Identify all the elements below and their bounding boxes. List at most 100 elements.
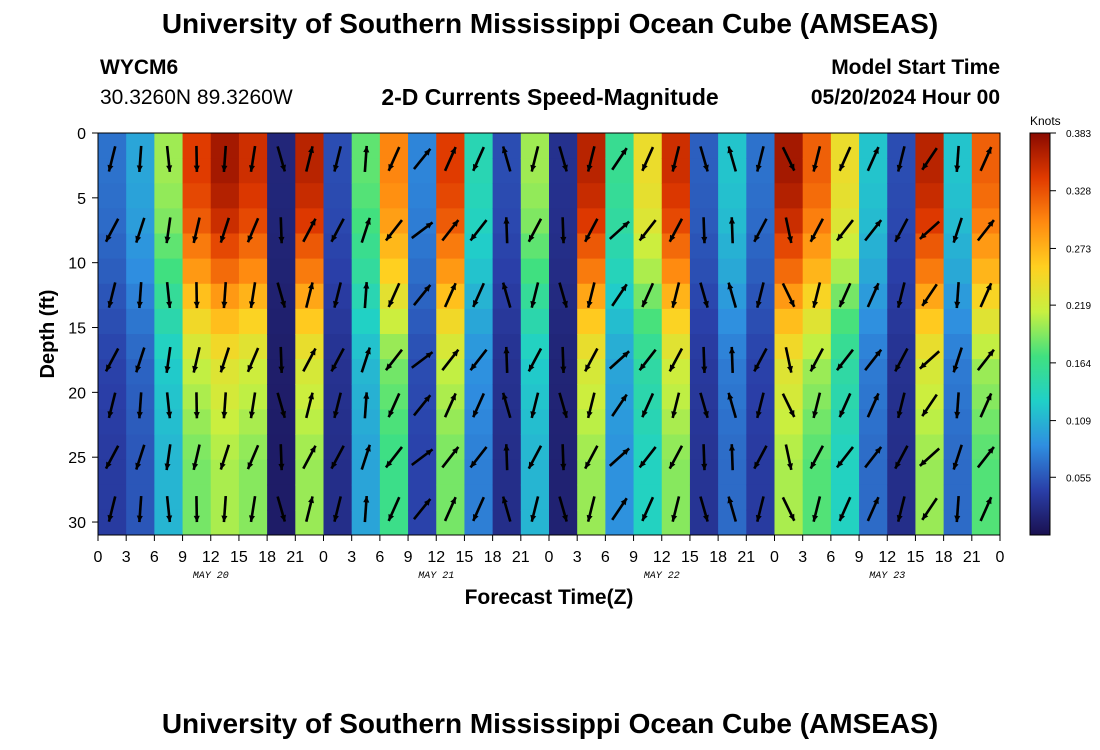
current-vector-arrow	[363, 496, 370, 523]
current-vector-arrow	[503, 346, 510, 373]
heatmap-cell	[887, 308, 916, 335]
heatmap-cell	[830, 183, 860, 209]
current-vector-arrow	[469, 348, 488, 371]
heatmap-cell	[661, 459, 691, 486]
current-vector-arrow	[302, 218, 317, 243]
current-vector-arrow	[219, 444, 231, 470]
x-tick-label: 18	[935, 549, 953, 566]
heatmap-cell	[633, 359, 663, 385]
heatmap-cell	[971, 133, 1001, 159]
current-vector-arrow	[165, 392, 173, 419]
current-vector-arrow	[104, 218, 120, 243]
heatmap-cell	[971, 233, 1001, 260]
current-vector-arrow	[671, 392, 681, 419]
x-tick-label: 12	[427, 549, 445, 566]
heatmap-cell	[408, 158, 437, 184]
heatmap-cell	[98, 233, 127, 260]
heatmap-cell	[351, 233, 381, 260]
x-axis: 0 3 6 9 12 15 18 21 0 3 6 9 12 15 18 21 0 3 6 9 12 15 18 21 0 3 6 9…	[94, 535, 1005, 582]
heatmap-cell	[971, 158, 1001, 184]
heatmap-cell	[323, 359, 353, 385]
current-vector-arrow	[641, 146, 655, 172]
heatmap-cell	[605, 334, 635, 360]
heatmap-cell	[323, 509, 353, 536]
heatmap-cell	[971, 308, 1001, 335]
heatmap-cell	[238, 459, 268, 486]
current-vector-arrow	[221, 392, 228, 419]
heatmap-cell	[577, 233, 606, 260]
colorbar-tick-label: 0.219	[1066, 301, 1091, 312]
current-vector-arrow	[755, 392, 765, 419]
current-vector-arrow	[894, 347, 909, 373]
current-vector-arrow	[164, 346, 172, 373]
current-vector-arrow	[248, 496, 257, 523]
heatmap-cell	[436, 509, 465, 536]
heatmap-cell	[830, 409, 860, 435]
current-vector-arrow	[979, 146, 993, 172]
heatmap-cell	[887, 183, 916, 209]
heatmap-cell	[323, 258, 353, 285]
y-tick-label: 5	[77, 191, 86, 208]
current-vector-arrow	[727, 282, 738, 308]
x-tick-label: 3	[573, 549, 582, 566]
heatmap-cell	[802, 308, 832, 335]
heatmap-cell	[520, 509, 550, 536]
heatmap-cell	[98, 509, 127, 536]
current-vector-arrow	[387, 282, 401, 308]
current-vector-arrow	[979, 282, 993, 308]
current-vector-arrow	[304, 392, 314, 419]
heatmap-cell	[633, 158, 663, 184]
current-vector-arrow	[136, 496, 143, 523]
x-tick-label: 6	[375, 549, 384, 566]
current-vector-arrow	[330, 218, 345, 243]
current-vector-arrow	[896, 146, 906, 172]
current-vector-arrow	[979, 496, 993, 522]
current-vector-arrow	[410, 351, 434, 369]
current-vector-arrow	[387, 496, 401, 522]
current-vector-arrow	[276, 496, 287, 522]
x-tick-label: 6	[150, 549, 159, 566]
current-vector-arrow	[278, 346, 285, 373]
heatmap-cell	[379, 334, 409, 360]
heatmap-cell	[746, 334, 775, 360]
heatmap-cell	[605, 158, 635, 184]
current-vector-arrow	[976, 219, 995, 242]
x-tick-label: 0	[996, 549, 1005, 566]
current-vector-arrow	[221, 282, 228, 309]
current-vector-arrow	[412, 498, 432, 520]
heatmap-cell	[577, 258, 606, 285]
current-vector-arrow	[104, 445, 120, 470]
current-vector-arrow	[469, 446, 488, 469]
heatmap-cell	[943, 183, 973, 209]
current-vector-arrow	[586, 392, 596, 419]
current-vector-arrow	[387, 146, 401, 172]
x-tick-label: 3	[798, 549, 807, 566]
x-tick-label: 15	[907, 549, 925, 566]
heatmap-cell	[520, 233, 550, 260]
heatmap-cell	[492, 133, 522, 159]
current-vector-arrow	[835, 348, 854, 371]
heatmap-cell	[689, 183, 719, 209]
current-vector-arrow	[976, 446, 995, 469]
heatmap-cell	[379, 133, 409, 159]
heatmap-cell	[661, 509, 691, 536]
heatmap-cell	[408, 484, 437, 511]
heatmap-cell	[408, 258, 437, 285]
heatmap-cell	[802, 459, 832, 486]
current-vector-arrow	[107, 282, 117, 309]
heatmap-cell	[436, 133, 465, 159]
current-vector-arrow	[727, 146, 738, 172]
heatmap-cell	[549, 183, 578, 209]
heatmap-cell	[98, 459, 127, 486]
current-vector-arrow	[919, 220, 941, 240]
current-vector-arrow	[608, 447, 630, 467]
current-vector-arrow	[896, 392, 906, 419]
x-tick-label: 9	[178, 549, 187, 566]
heatmap-cell	[295, 258, 324, 285]
current-vector-arrow	[558, 496, 568, 522]
current-vector-arrow	[753, 347, 768, 373]
date-label: MAY 20	[193, 571, 229, 582]
current-vector-arrow	[333, 392, 343, 419]
current-vector-arrow	[387, 392, 401, 418]
current-vector-arrow	[304, 496, 314, 522]
